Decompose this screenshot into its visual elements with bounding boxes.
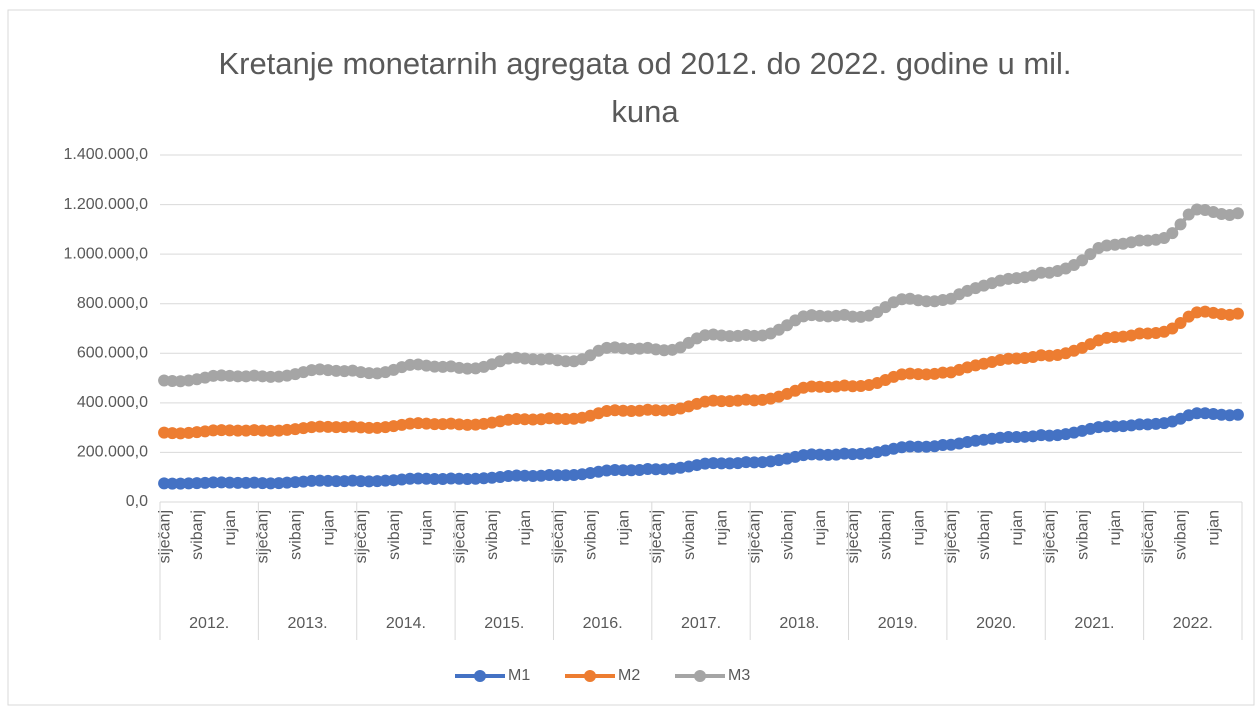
x-tick-label: siječanj <box>1140 510 1157 563</box>
chart-border <box>7 9 1255 706</box>
point-marker <box>649 463 662 476</box>
group-label: 2018. <box>779 615 819 632</box>
point-marker <box>231 424 244 437</box>
point-marker <box>1002 431 1015 444</box>
x-tick-label: rujan <box>320 510 337 546</box>
group-label: 2017. <box>681 615 721 632</box>
x-tick-label: siječanj <box>943 510 960 563</box>
point-marker <box>1231 307 1244 320</box>
point-marker <box>428 418 441 431</box>
point-marker <box>166 477 179 490</box>
point-marker <box>1174 317 1187 330</box>
point-marker <box>363 421 376 434</box>
legend-marker <box>694 670 706 682</box>
group-label: 2022. <box>1173 615 1213 632</box>
group-label: 2019. <box>878 615 918 632</box>
x-tick-label: rujan <box>615 510 632 546</box>
point-marker <box>1174 218 1187 231</box>
point-marker <box>1133 418 1146 431</box>
y-tick-label: 0,0 <box>126 493 148 510</box>
x-tick-label: svibanj <box>484 510 501 560</box>
x-tick-label: svibanj <box>681 510 698 560</box>
legend-label: M2 <box>618 667 640 684</box>
x-tick-label: svibanj <box>976 510 993 560</box>
x-tick-label: rujan <box>1206 510 1223 546</box>
x-tick-label: rujan <box>1009 510 1026 546</box>
point-marker <box>1133 327 1146 340</box>
point-marker <box>231 370 244 383</box>
point-marker <box>231 476 244 489</box>
y-tick-label: 200.000,0 <box>77 444 148 461</box>
legend-label: M3 <box>728 667 750 684</box>
point-marker <box>1166 227 1179 240</box>
x-tick-label: siječanj <box>648 510 665 563</box>
x-tick-label: siječanj <box>156 510 173 563</box>
point-marker <box>1190 407 1203 420</box>
y-tick-label: 1.000.000,0 <box>63 245 148 262</box>
group-label: 2014. <box>386 615 426 632</box>
x-tick-label: siječanj <box>1042 510 1059 563</box>
point-marker <box>1231 207 1244 220</box>
point-marker <box>207 476 220 489</box>
legend-marker <box>474 670 486 682</box>
x-tick-label: rujan <box>714 510 731 546</box>
point-marker <box>617 464 630 477</box>
point-marker <box>1231 408 1244 421</box>
point-marker <box>912 440 925 453</box>
point-marker <box>330 421 343 434</box>
x-tick-label: rujan <box>812 510 829 546</box>
point-marker <box>1076 254 1089 267</box>
x-tick-label: rujan <box>222 510 239 546</box>
group-label: 2012. <box>189 615 229 632</box>
x-tick-label: rujan <box>517 510 534 546</box>
x-tick-label: svibanj <box>386 510 403 560</box>
group-label: 2021. <box>1074 615 1114 632</box>
point-marker <box>1133 234 1146 247</box>
x-tick-label: siječanj <box>746 510 763 563</box>
x-tick-label: svibanj <box>287 510 304 560</box>
point-marker <box>330 475 343 488</box>
point-marker <box>715 395 728 408</box>
x-tick-label: svibanj <box>1173 510 1190 560</box>
y-tick-label: 400.000,0 <box>77 394 148 411</box>
group-label: 2016. <box>583 615 623 632</box>
point-marker <box>920 295 933 308</box>
x-tick-label: siječanj <box>353 510 370 563</box>
x-tick-label: svibanj <box>779 510 796 560</box>
point-marker <box>1100 420 1113 433</box>
x-tick-label: svibanj <box>189 510 206 560</box>
point-marker <box>715 457 728 470</box>
y-tick-label: 1.400.000,0 <box>63 146 148 163</box>
y-tick-label: 1.200.000,0 <box>63 196 148 213</box>
point-marker <box>551 469 564 482</box>
legend-label: M1 <box>508 667 530 684</box>
point-marker <box>428 472 441 485</box>
x-tick-label: svibanj <box>878 510 895 560</box>
x-tick-label: siječanj <box>550 510 567 563</box>
x-tick-label: svibanj <box>1074 510 1091 560</box>
x-tick-label: rujan <box>1107 510 1124 546</box>
x-tick-label: rujan <box>419 510 436 546</box>
x-tick-label: rujan <box>910 510 927 546</box>
group-label: 2020. <box>976 615 1016 632</box>
point-marker <box>1035 266 1048 279</box>
x-tick-label: siječanj <box>845 510 862 563</box>
group-label: 2015. <box>484 615 524 632</box>
point-marker <box>559 355 572 368</box>
point-marker <box>1084 248 1097 261</box>
x-tick-label: siječanj <box>255 510 272 563</box>
group-label: 2013. <box>288 615 328 632</box>
y-tick-label: 800.000,0 <box>77 295 148 312</box>
chart-title: Kretanje monetarnih agregata od 2012. do… <box>218 46 1072 129</box>
y-tick-label: 600.000,0 <box>77 345 148 362</box>
legend-marker <box>584 670 596 682</box>
x-tick-label: siječanj <box>451 510 468 563</box>
x-tick-label: svibanj <box>583 510 600 560</box>
